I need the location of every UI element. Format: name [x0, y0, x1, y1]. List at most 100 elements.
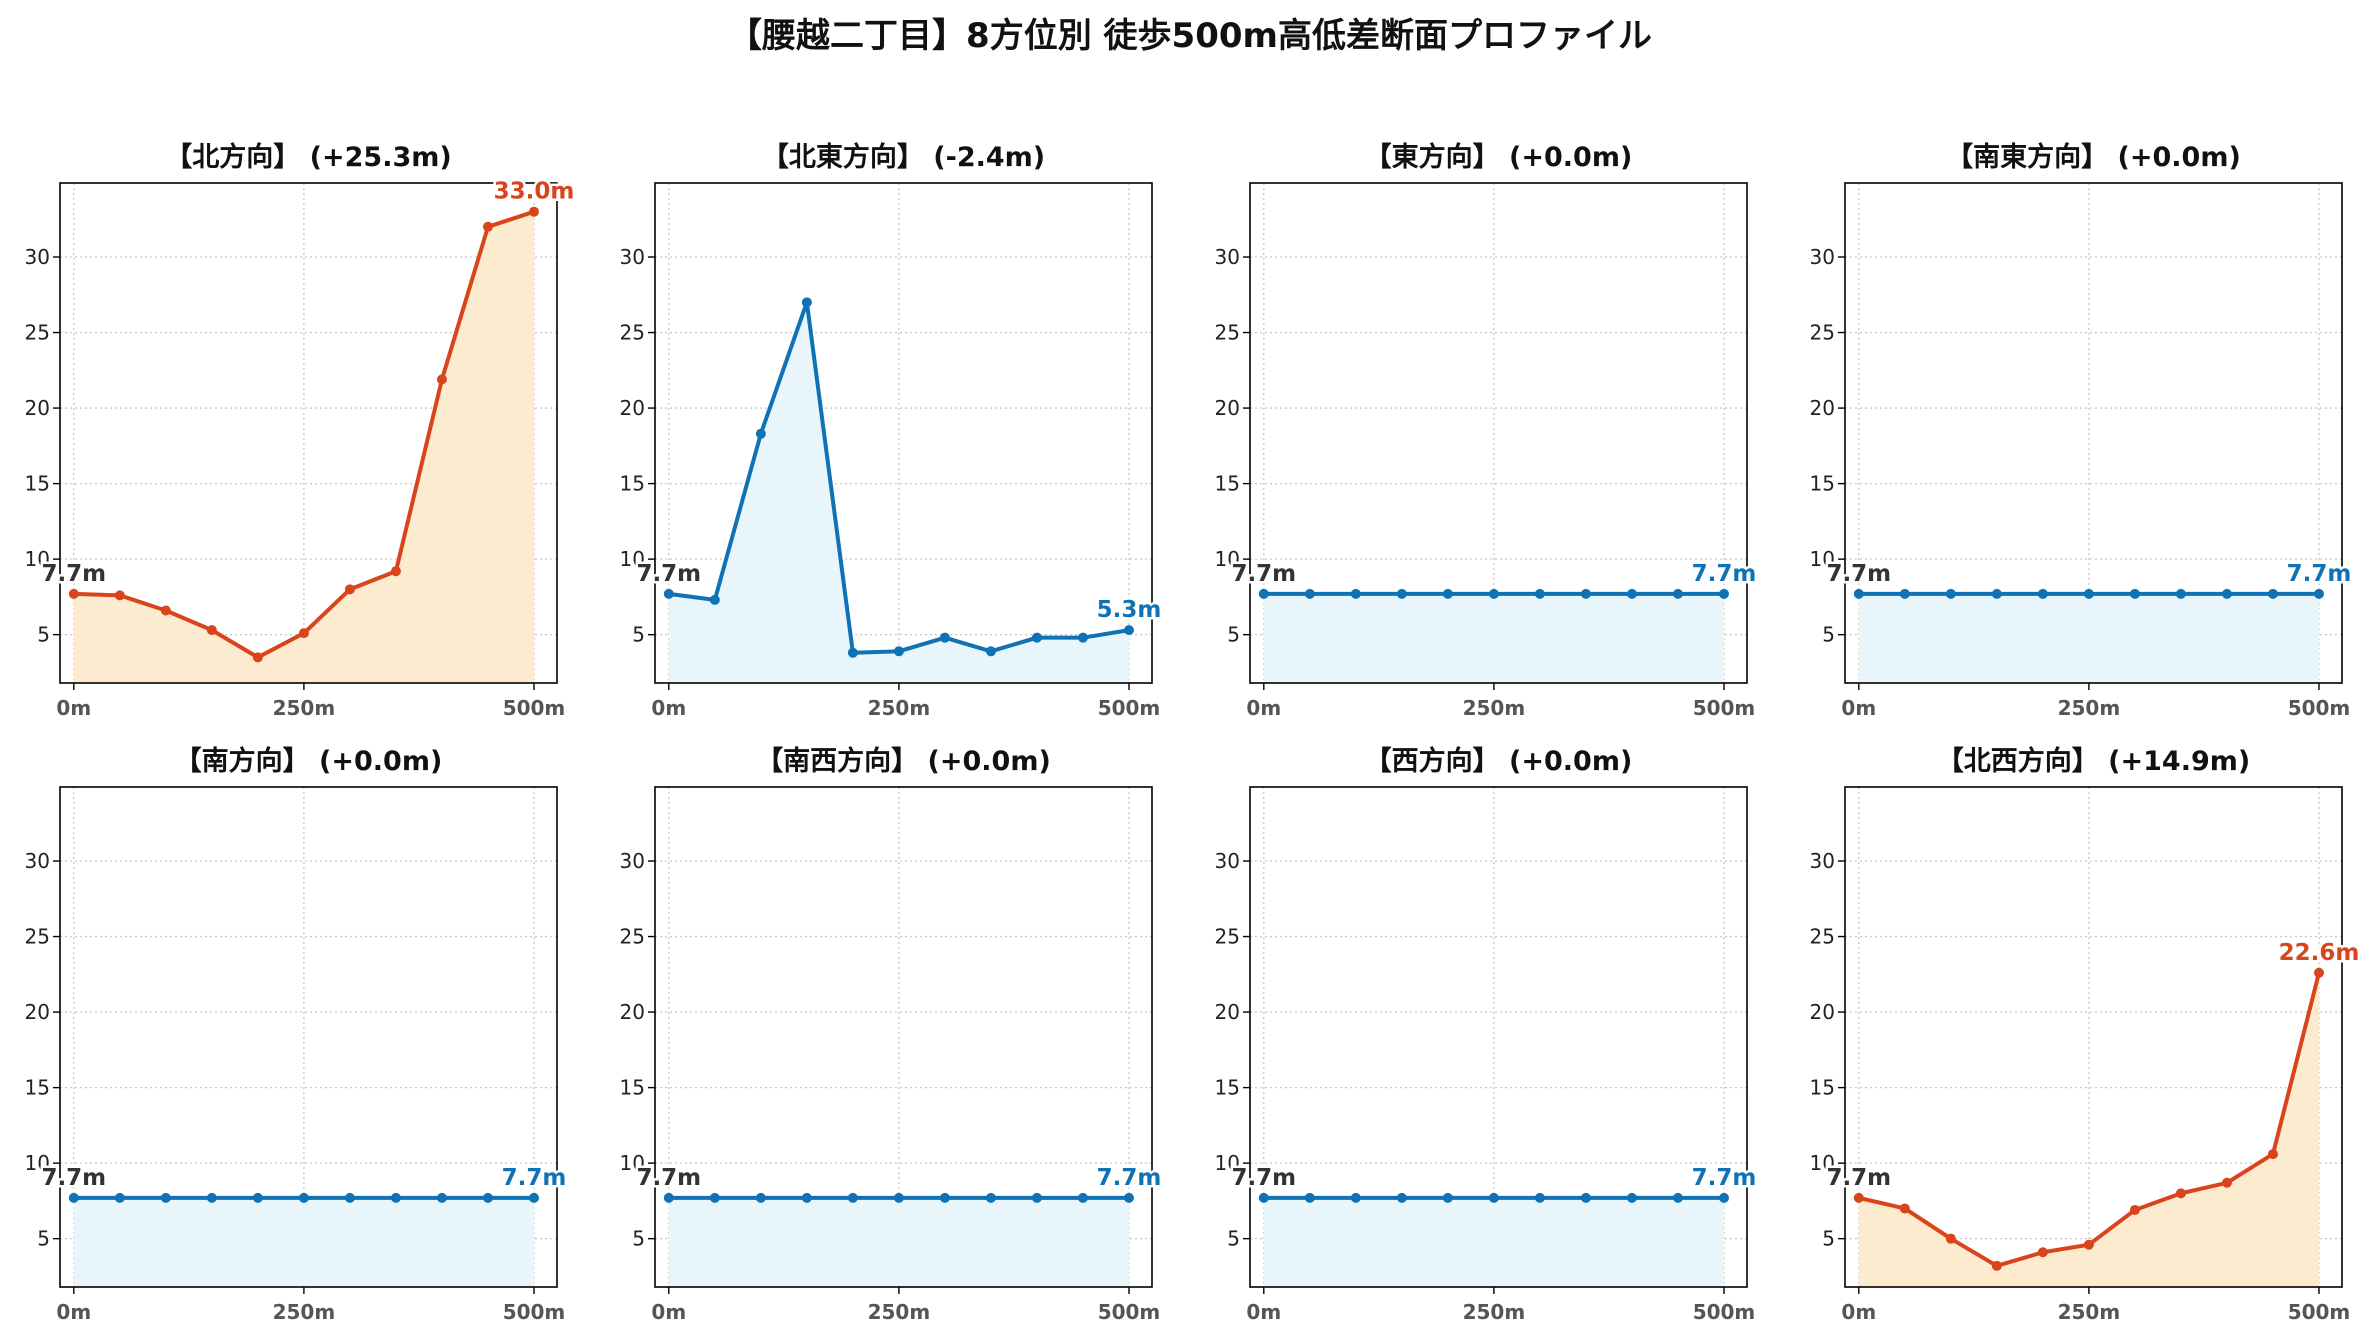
data-point — [1258, 588, 1269, 599]
axes-frame — [654, 786, 1153, 1288]
end-value-label: 7.7m — [1692, 1165, 1757, 1191]
end-value-label: 7.7m — [1097, 1165, 1162, 1191]
data-point — [206, 1192, 217, 1203]
data-point — [2267, 588, 2278, 599]
data-point — [2083, 588, 2094, 599]
data-point — [1899, 588, 1910, 599]
y-tick-label: 15 — [620, 1076, 645, 1100]
data-point — [436, 374, 447, 385]
data-point — [2221, 1177, 2232, 1188]
data-point — [847, 1192, 858, 1203]
data-point — [436, 1192, 447, 1203]
data-point — [2313, 967, 2324, 978]
y-tick-label: 25 — [1215, 925, 1240, 949]
axes-frame — [654, 182, 1153, 684]
data-point — [709, 1192, 720, 1203]
end-value-label: 5.3m — [1097, 597, 1162, 623]
start-value-label: 7.7m — [1826, 1165, 1891, 1191]
end-value-label: 7.7m — [2287, 561, 2352, 587]
end-value-label: 22.6m — [2279, 940, 2360, 966]
data-point — [847, 647, 858, 658]
data-point — [1442, 588, 1453, 599]
data-point — [344, 584, 355, 595]
y-tick-label: 10 — [25, 547, 50, 571]
data-point — [1258, 1192, 1269, 1203]
data-point — [528, 206, 539, 217]
y-tick-label: 30 — [1215, 245, 1240, 269]
y-tick-label: 15 — [1215, 1076, 1240, 1100]
data-point — [1031, 632, 1042, 643]
chart-title: 【南西方向】 (+0.0m) — [756, 745, 1051, 777]
x-tick-label: 500m — [503, 696, 566, 720]
data-point — [2129, 1204, 2140, 1215]
data-point — [1077, 1192, 1088, 1203]
x-tick-label: 250m — [273, 1300, 336, 1324]
y-tick-label: 15 — [1215, 472, 1240, 496]
y-tick-label: 30 — [1810, 849, 1835, 873]
data-point — [68, 588, 79, 599]
data-point — [528, 1192, 539, 1203]
data-point — [2037, 588, 2048, 599]
y-tick-label: 10 — [1215, 547, 1240, 571]
y-tick-label: 10 — [1215, 1151, 1240, 1175]
data-point — [1626, 1192, 1637, 1203]
y-tick-label: 30 — [620, 849, 645, 873]
y-tick-label: 10 — [1810, 547, 1835, 571]
y-tick-label: 25 — [1215, 321, 1240, 345]
data-point — [1396, 1192, 1407, 1203]
area-fill — [73, 211, 534, 683]
y-tick-label: 5 — [37, 1227, 50, 1251]
data-point — [1626, 588, 1637, 599]
x-tick-label: 500m — [1098, 1300, 1161, 1324]
data-point — [2175, 1188, 2186, 1199]
data-point — [298, 1192, 309, 1203]
data-point — [1672, 1192, 1683, 1203]
y-tick-label: 25 — [1810, 321, 1835, 345]
y-tick-label: 5 — [1227, 1227, 1240, 1251]
data-point — [1304, 588, 1315, 599]
data-point — [482, 221, 493, 232]
data-point — [801, 1192, 812, 1203]
chart-panel: 5 10 15 20 25 30 0m 250m 500m 【東方向】 (+0.0m) 7.7m 7.… — [1215, 141, 1759, 720]
data-point — [893, 1192, 904, 1203]
data-point — [2175, 588, 2186, 599]
data-point — [1580, 588, 1591, 599]
y-tick-label: 30 — [1810, 245, 1835, 269]
y-tick-label: 30 — [1215, 849, 1240, 873]
data-point — [160, 1192, 171, 1203]
axes-frame — [59, 786, 558, 1288]
area-fill — [668, 302, 1129, 683]
x-tick-label: 500m — [1693, 1300, 1756, 1324]
area-fill — [1858, 972, 2319, 1287]
data-point — [755, 428, 766, 439]
y-tick-label: 20 — [620, 1000, 645, 1024]
data-point — [985, 1192, 996, 1203]
data-point — [1534, 588, 1545, 599]
x-tick-label: 0m — [56, 696, 91, 720]
data-point — [2129, 588, 2140, 599]
x-tick-label: 0m — [56, 1300, 91, 1324]
data-point — [1991, 1260, 2002, 1271]
y-tick-label: 20 — [620, 396, 645, 420]
data-point — [2313, 588, 2324, 599]
end-value-label: 7.7m — [502, 1165, 567, 1191]
data-point — [893, 646, 904, 657]
data-point — [114, 590, 125, 601]
y-tick-label: 20 — [25, 396, 50, 420]
data-point — [1350, 1192, 1361, 1203]
data-point — [1442, 1192, 1453, 1203]
chart-title: 【北方向】 (+25.3m) — [165, 141, 451, 173]
data-point — [663, 588, 674, 599]
axes-frame — [1249, 786, 1748, 1288]
axes-frame — [1844, 786, 2343, 1288]
y-tick-label: 10 — [25, 1151, 50, 1175]
data-point — [1580, 1192, 1591, 1203]
y-tick-label: 25 — [25, 925, 50, 949]
start-value-label: 7.7m — [41, 561, 106, 587]
y-tick-label: 20 — [1215, 1000, 1240, 1024]
x-tick-label: 500m — [1693, 696, 1756, 720]
chart-title: 【北西方向】 (+14.9m) — [1937, 745, 2250, 777]
data-point — [1031, 1192, 1042, 1203]
chart-panel: 5 10 15 20 25 30 0m 250m 500m 【南西方向】 (+0.0m) 7.7m 7… — [620, 745, 1164, 1324]
data-point — [1991, 588, 2002, 599]
